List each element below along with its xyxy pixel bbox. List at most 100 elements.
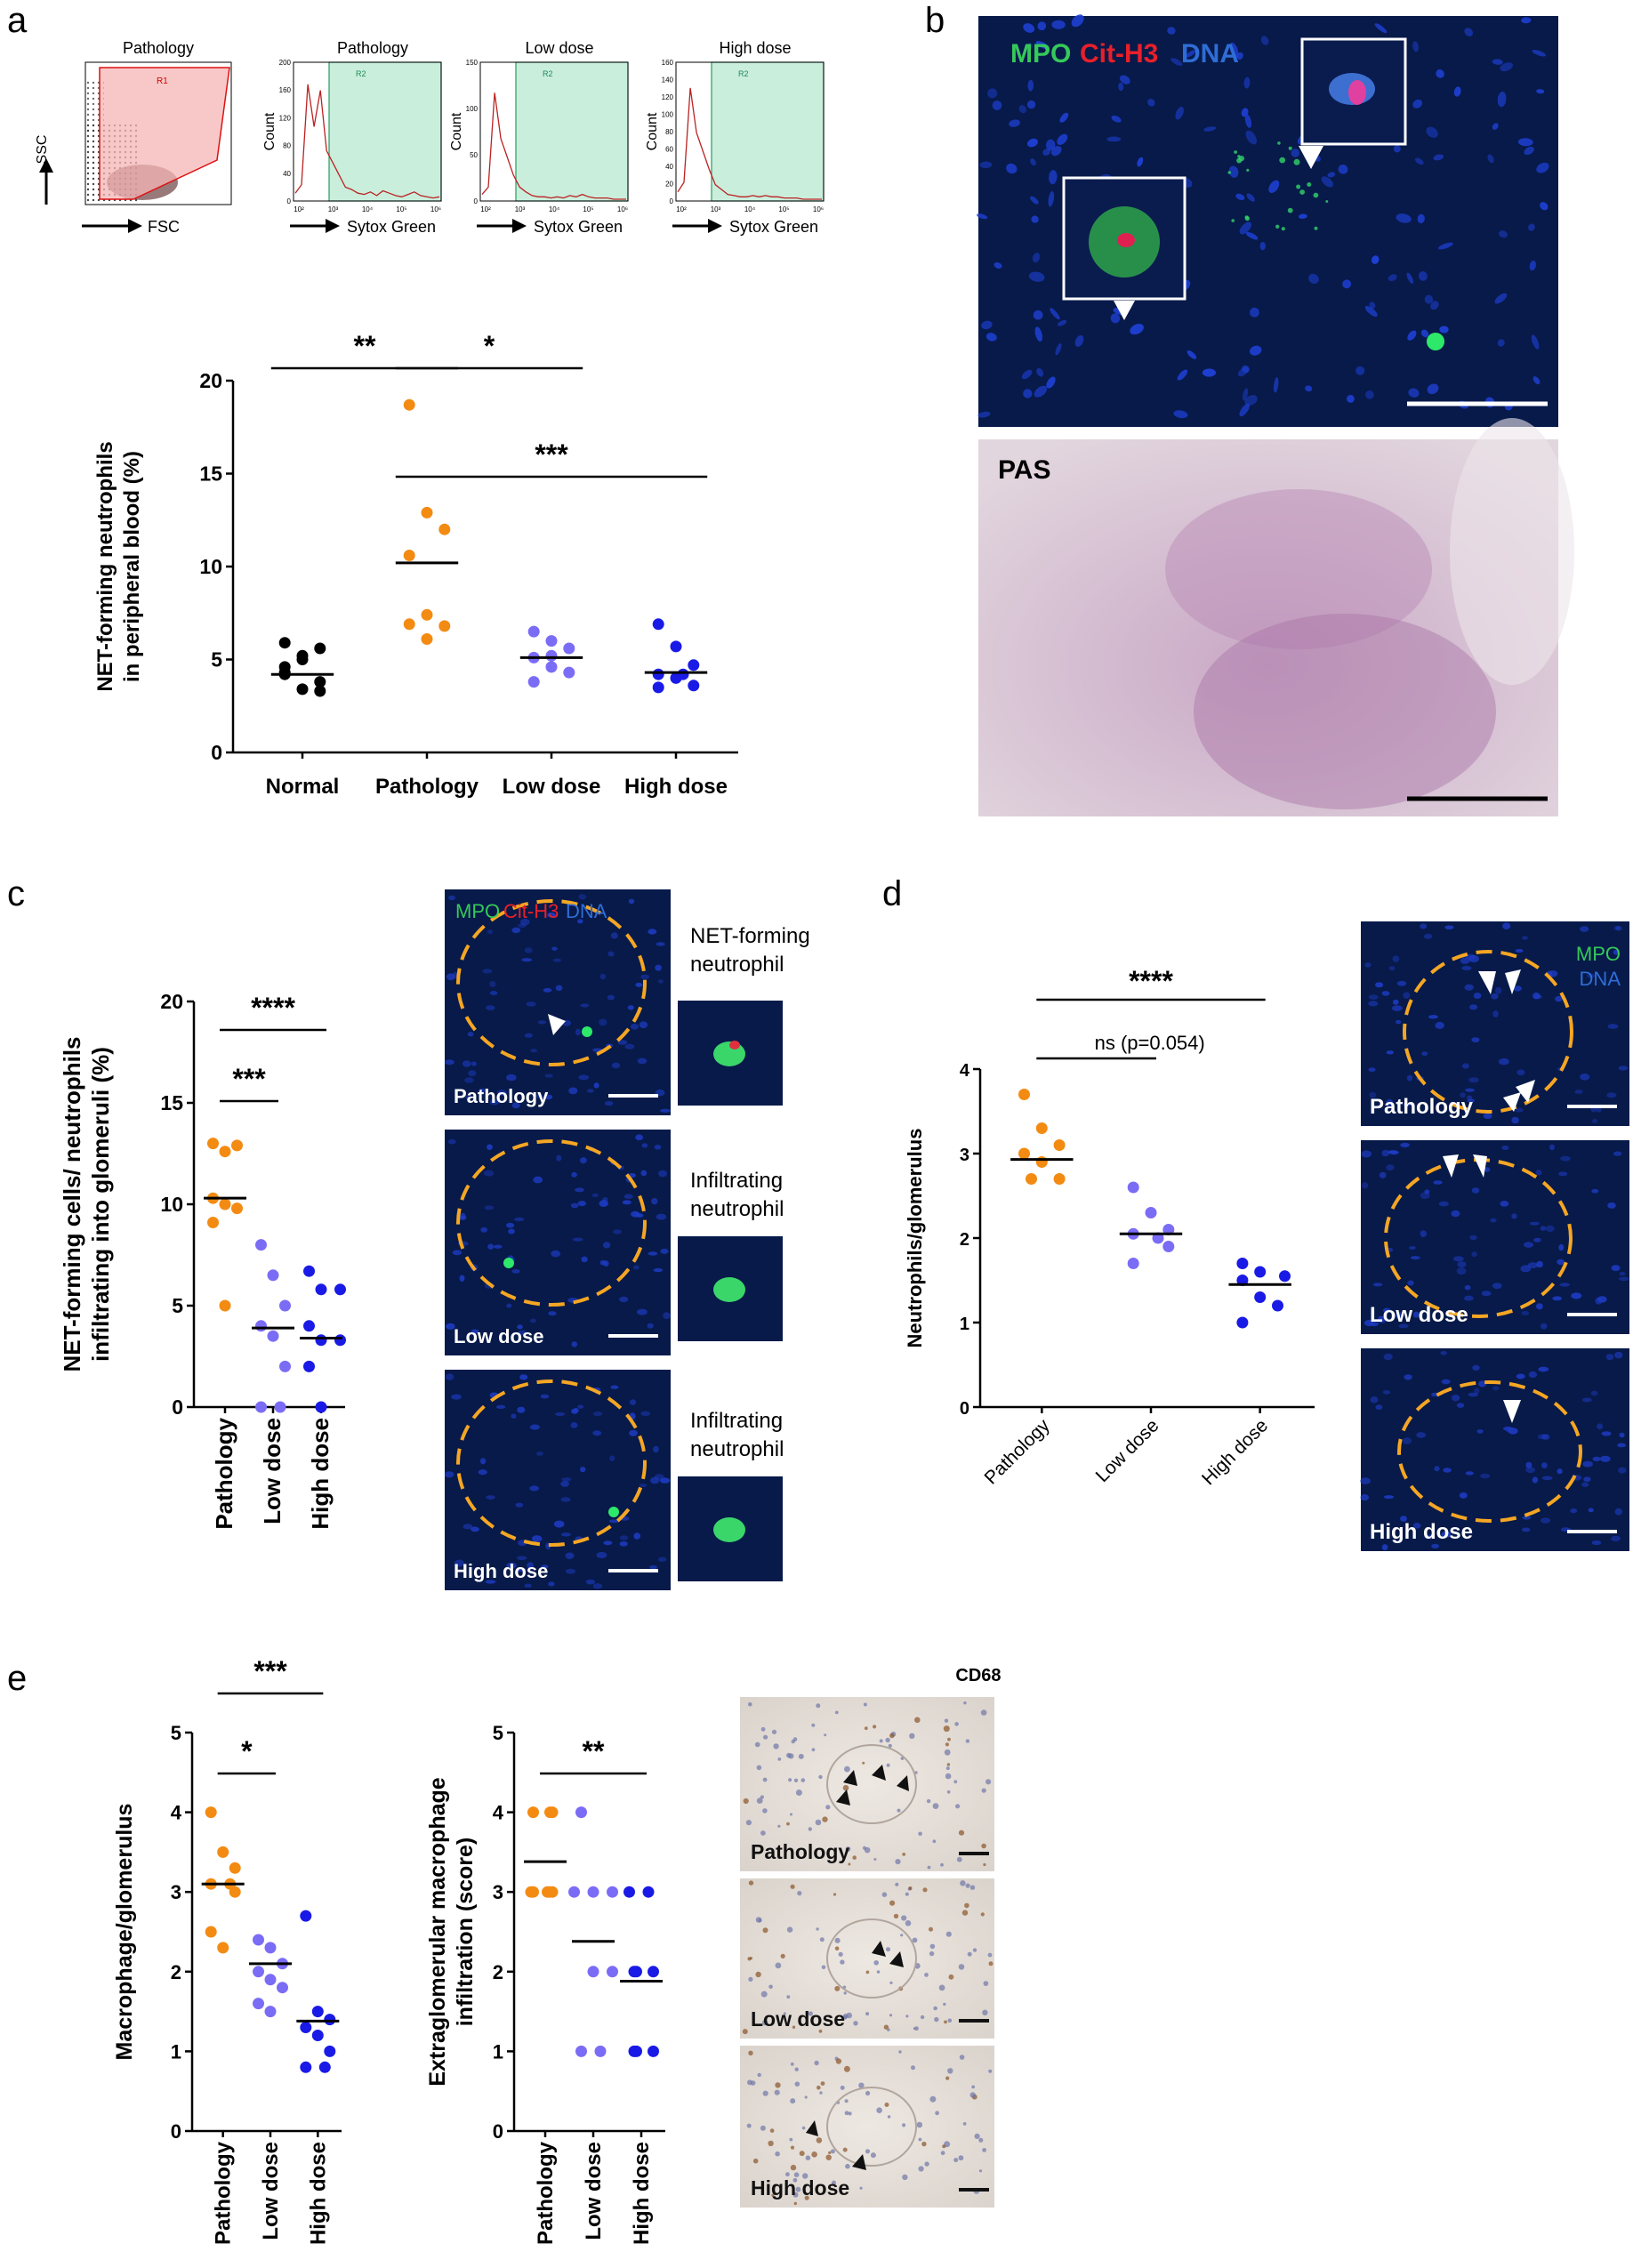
data-point bbox=[1162, 1241, 1175, 1252]
flow-gate-r2-label: R2 bbox=[356, 69, 366, 78]
data-point bbox=[563, 666, 575, 679]
data-point bbox=[300, 2022, 312, 2033]
data-point bbox=[264, 2006, 277, 2018]
panel-d-dna-label: DNA bbox=[1580, 968, 1621, 990]
x-category-label: Low dose bbox=[1092, 1415, 1163, 1486]
panel-c-inset-label: Infiltrating bbox=[690, 1409, 783, 1433]
flow-ytick: 0 bbox=[474, 197, 479, 205]
data-point bbox=[303, 1320, 315, 1332]
y-tick-label: 2 bbox=[493, 1961, 503, 1983]
y-axis-label: Macrophage/glomerulus bbox=[112, 1804, 137, 2061]
data-point bbox=[296, 649, 309, 662]
panel-e-cd68-title: CD68 bbox=[955, 1666, 1001, 1685]
flow-histogram-1: Low dose R2 0 50 100 150 10² 10³ 10⁴ 10⁵ 10⁶ Count S… bbox=[449, 39, 629, 236]
significance-label: ns (p=0.054) bbox=[1095, 1032, 1205, 1054]
arrowhead-marker bbox=[852, 2154, 866, 2170]
panel-d-mpo-label: MPO bbox=[1576, 943, 1621, 965]
flow-xtick: 10³ bbox=[711, 205, 721, 213]
y-tick-label: 4 bbox=[171, 1802, 182, 1824]
x-category-label: High dose bbox=[624, 775, 728, 799]
flow-histogram-0: Pathology R2 0 40 80 120 160 200 10² 10³ 10⁴ 10⁵ 10⁶… bbox=[262, 39, 442, 236]
panel-b-dna-label: DNA bbox=[1181, 39, 1239, 68]
flow-xtick: 10² bbox=[676, 205, 687, 213]
data-point bbox=[314, 685, 326, 697]
data-point bbox=[1035, 1156, 1048, 1168]
flow-xtick: 10⁵ bbox=[396, 205, 406, 213]
data-point bbox=[403, 550, 415, 561]
significance-label: *** bbox=[232, 1063, 266, 1095]
flow-ytick: 150 bbox=[466, 59, 479, 67]
flow-sytox-label: Sytox Green bbox=[729, 218, 818, 236]
image-condition-label: High dose bbox=[1370, 1520, 1473, 1544]
data-point bbox=[1035, 1122, 1048, 1134]
panel-b-cith3-label: Cit-H3 bbox=[1080, 39, 1158, 68]
panel-b-fluorescence: MPO Cit-H3 DNA bbox=[977, 14, 1558, 427]
data-point bbox=[264, 1942, 277, 1954]
data-point bbox=[1254, 1266, 1267, 1278]
data-point bbox=[255, 1239, 267, 1251]
x-category-label: Pathology bbox=[981, 1415, 1055, 1489]
panel-b-arrow-2 bbox=[1114, 301, 1135, 320]
data-point bbox=[255, 1320, 267, 1332]
flow-gate-r2 bbox=[328, 61, 442, 202]
data-point bbox=[587, 1966, 599, 1978]
data-point bbox=[318, 2061, 331, 2073]
panel-c-mpo-label: MPO bbox=[455, 900, 500, 922]
y-tick-label: 5 bbox=[211, 648, 222, 672]
glomerulus-outline bbox=[1403, 950, 1573, 1114]
data-point bbox=[1018, 1147, 1030, 1160]
flow-count-label: Count bbox=[645, 112, 660, 150]
flow-ytick: 100 bbox=[662, 111, 674, 119]
data-point bbox=[277, 1982, 288, 1994]
flow-gate-r2-label: R2 bbox=[543, 69, 553, 78]
data-point bbox=[207, 1217, 219, 1228]
panel-b-pas-label: PAS bbox=[998, 455, 1050, 485]
data-point bbox=[623, 1886, 635, 1898]
data-point bbox=[438, 523, 451, 535]
flow-ytick: 60 bbox=[665, 146, 673, 154]
panel-e-image-0: Pathology bbox=[740, 1697, 994, 1871]
data-point bbox=[1018, 1089, 1030, 1100]
data-point bbox=[311, 2006, 324, 2018]
x-category-label: Pathology bbox=[534, 2141, 558, 2245]
flow-ytick: 80 bbox=[665, 128, 673, 136]
flow-xtick: 10³ bbox=[328, 205, 339, 213]
data-point bbox=[648, 2045, 659, 2057]
flow-xtick: 10⁴ bbox=[549, 205, 560, 213]
flow-ytick: 0 bbox=[287, 197, 292, 205]
flow-ytick: 160 bbox=[662, 59, 674, 67]
chart-d: 0 1 2 3 4 Neutrophils/glomerulus Pathology Low … bbox=[904, 965, 1315, 1489]
data-point bbox=[652, 618, 664, 631]
arrowhead-marker bbox=[548, 1014, 566, 1035]
data-point bbox=[607, 1886, 618, 1898]
flow-dot-title: Pathology bbox=[123, 39, 194, 57]
flow-xtick: 10⁵ bbox=[778, 205, 789, 213]
panel-c-inset-label: NET-forming bbox=[690, 924, 810, 948]
flow-histogram-title: Pathology bbox=[337, 39, 408, 57]
y-axis-label: NET-forming neutrophils bbox=[93, 441, 117, 691]
data-point bbox=[1127, 1258, 1139, 1269]
y-axis-label: Extraglomerular macrophage bbox=[425, 1777, 450, 2086]
y-tick-label: 10 bbox=[199, 555, 222, 578]
data-point bbox=[542, 1886, 553, 1898]
y-tick-label: 3 bbox=[493, 1881, 503, 1903]
y-tick-label: 1 bbox=[171, 2040, 181, 2063]
data-point bbox=[421, 506, 433, 519]
data-point bbox=[1026, 1173, 1037, 1185]
arrowhead-marker bbox=[1443, 1154, 1459, 1178]
image-condition-label: Pathology bbox=[454, 1085, 549, 1107]
x-category-label: Low dose bbox=[259, 2142, 283, 2240]
glomerulus-outline bbox=[456, 1379, 647, 1547]
data-point bbox=[253, 1934, 264, 1946]
y-tick-label: 3 bbox=[171, 1881, 181, 1903]
data-point bbox=[279, 1360, 291, 1372]
image-condition-label: High dose bbox=[454, 1560, 548, 1582]
y-tick-label: 1 bbox=[960, 1315, 969, 1334]
flow-count-label: Count bbox=[262, 112, 278, 150]
data-point bbox=[670, 640, 682, 653]
flow-ytick: 50 bbox=[470, 151, 478, 159]
data-point bbox=[1053, 1173, 1066, 1185]
data-point bbox=[315, 1283, 327, 1296]
image-condition-label: Low dose bbox=[454, 1325, 543, 1347]
